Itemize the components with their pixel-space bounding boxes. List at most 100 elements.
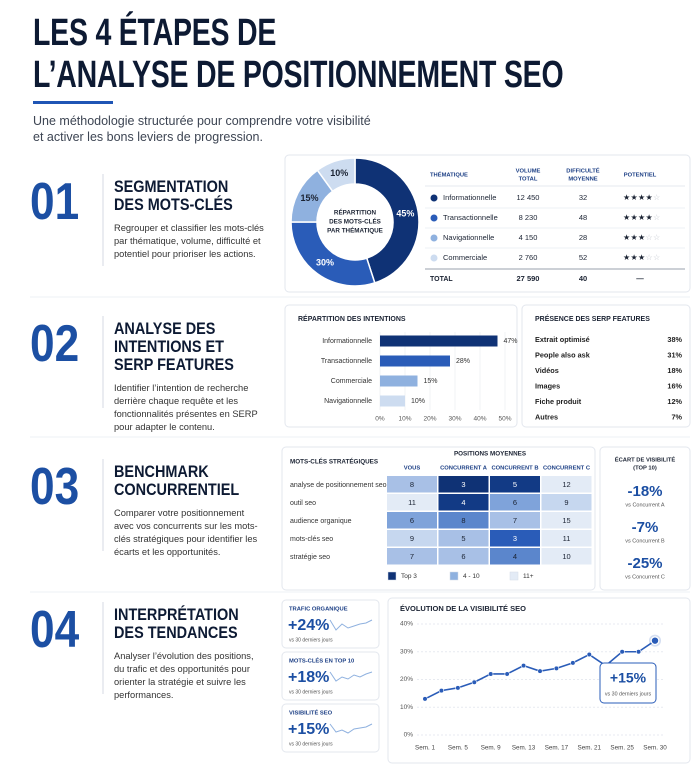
kpi-note: vs 30 derniers jours <box>289 637 333 643</box>
heat-value: 10 <box>562 552 570 561</box>
x-tick-label: 40% <box>473 416 486 423</box>
heat-cell <box>541 530 592 547</box>
table-cell: 48 <box>579 213 587 222</box>
heat-value: 6 <box>410 516 414 525</box>
y-tick-label: 0% <box>404 732 414 739</box>
star: ☆ <box>646 233 653 242</box>
gap-label: vs Concurrent A <box>625 502 664 508</box>
table-cell: 52 <box>579 253 587 262</box>
serp-value: 16% <box>667 381 682 390</box>
gap-title: (TOP 10) <box>633 466 657 472</box>
chart-title: RÉPARTITION DES INTENTIONS <box>298 314 406 323</box>
card <box>387 597 691 764</box>
donut-label: 45% <box>396 208 414 218</box>
table-header: DIFFICULTÉ <box>566 167 600 175</box>
kpi-value: +18% <box>288 669 329 686</box>
legend-swatch <box>449 571 459 581</box>
table-header: VOLUME <box>516 169 541 175</box>
line-point <box>635 649 642 655</box>
gap-value: -7% <box>632 519 659 536</box>
legend-label: Top 3 <box>401 573 417 580</box>
bar-value-label: 10% <box>411 398 425 405</box>
subtitle-line: et activer les bons leviers de progressi… <box>33 130 263 144</box>
bar-value-label: 15% <box>424 378 438 385</box>
annotation-value: +15% <box>610 670 647 686</box>
star: ★ <box>623 193 630 202</box>
kpi-title: TRAFIC ORGANIQUE <box>289 607 348 613</box>
x-tick-label: Sem. 30 <box>643 745 667 752</box>
chart-title: POSITIONS MOYENNES <box>454 451 526 458</box>
category-label: Navigationnelle <box>324 398 372 405</box>
serp-value: 7% <box>671 412 682 421</box>
x-tick-label: 20% <box>423 416 436 423</box>
donut-center-text: RÉPARTITION <box>334 208 377 217</box>
x-tick-label: Sem. 5 <box>448 745 468 752</box>
heat-value: 4 <box>513 552 517 561</box>
row-header: MOTS-CLÉS STRATÉGIQUES <box>290 457 378 466</box>
table-cell: Transactionnelle <box>443 213 498 222</box>
step-heading-line: INTENTIONS ET <box>114 337 224 356</box>
star: ★ <box>631 253 638 262</box>
star: ☆ <box>653 233 660 242</box>
step-heading-line: INTERPRÉTATION <box>114 605 239 624</box>
legend-dot <box>430 194 438 202</box>
bar-value-label: 28% <box>456 358 470 365</box>
serp-name: Images <box>535 381 560 390</box>
step-number: 02 <box>30 315 80 373</box>
donut-slice <box>290 221 376 287</box>
x-tick-label: Sem. 17 <box>545 745 569 752</box>
y-tick-label: 20% <box>400 676 413 683</box>
heat-value: 3 <box>513 534 517 543</box>
x-tick-label: 30% <box>448 416 461 423</box>
heat-cell <box>490 548 540 565</box>
heat-value: 5 <box>461 534 465 543</box>
legend-swatch <box>509 571 519 581</box>
serp-name: Vidéos <box>535 366 559 375</box>
heat-value: 12 <box>562 480 570 489</box>
serp-name: Autres <box>535 412 558 421</box>
heat-value: 11 <box>408 498 416 507</box>
x-tick-label: 50% <box>498 416 511 423</box>
chart-title: ÉVOLUTION DE LA VISIBILITÉ SEO <box>400 604 526 613</box>
gap-label: vs Concurrent C <box>625 574 665 580</box>
line-point <box>488 671 494 677</box>
line-point <box>504 671 510 677</box>
heat-value: 8 <box>461 516 465 525</box>
table-total: TOTAL <box>430 276 453 283</box>
step-heading-line: ANALYSE DES <box>114 319 216 338</box>
donut-slice <box>354 157 420 284</box>
heat-cell <box>490 530 540 547</box>
star: ☆ <box>653 213 660 222</box>
card <box>281 651 380 701</box>
donut-center-text: PAR THÉMATIQUE <box>327 226 383 235</box>
annotation-box <box>599 662 657 704</box>
line-point <box>619 649 625 655</box>
category-label: Commerciale <box>331 378 372 385</box>
line-point <box>438 687 445 694</box>
bar <box>380 395 405 407</box>
potential-stars: ★ ★ ★ ☆ ☆ <box>623 233 660 242</box>
heat-cell <box>438 494 489 511</box>
legend-dot <box>430 254 438 262</box>
x-tick-label: Sem. 13 <box>512 745 536 752</box>
bar-value-label: 47% <box>504 338 518 345</box>
heat-cell <box>541 476 592 493</box>
x-tick-label: Sem. 21 <box>578 745 602 752</box>
heat-value: 3 <box>461 480 465 489</box>
serp-value: 18% <box>667 366 682 375</box>
heat-cell <box>541 548 592 565</box>
gap-title: ÉCART DE VISIBILITÉ <box>615 456 676 464</box>
line-point <box>422 696 428 702</box>
table-header: THÉMATIQUE <box>430 171 468 179</box>
y-tick-label: 40% <box>400 621 413 628</box>
serp-name: Extrait optimisé <box>535 335 590 344</box>
heat-value: 5 <box>513 480 517 489</box>
step-heading-line: SEGMENTATION <box>114 177 229 196</box>
table-total: 27 590 <box>517 274 540 283</box>
category-label: Informationnelle <box>322 338 372 345</box>
heat-value: 15 <box>562 516 570 525</box>
star: ★ <box>623 253 630 262</box>
table-cell: 4 150 <box>519 233 538 242</box>
row-label: mots-clés seo <box>290 536 333 543</box>
table-header: MOYENNE <box>568 177 597 183</box>
